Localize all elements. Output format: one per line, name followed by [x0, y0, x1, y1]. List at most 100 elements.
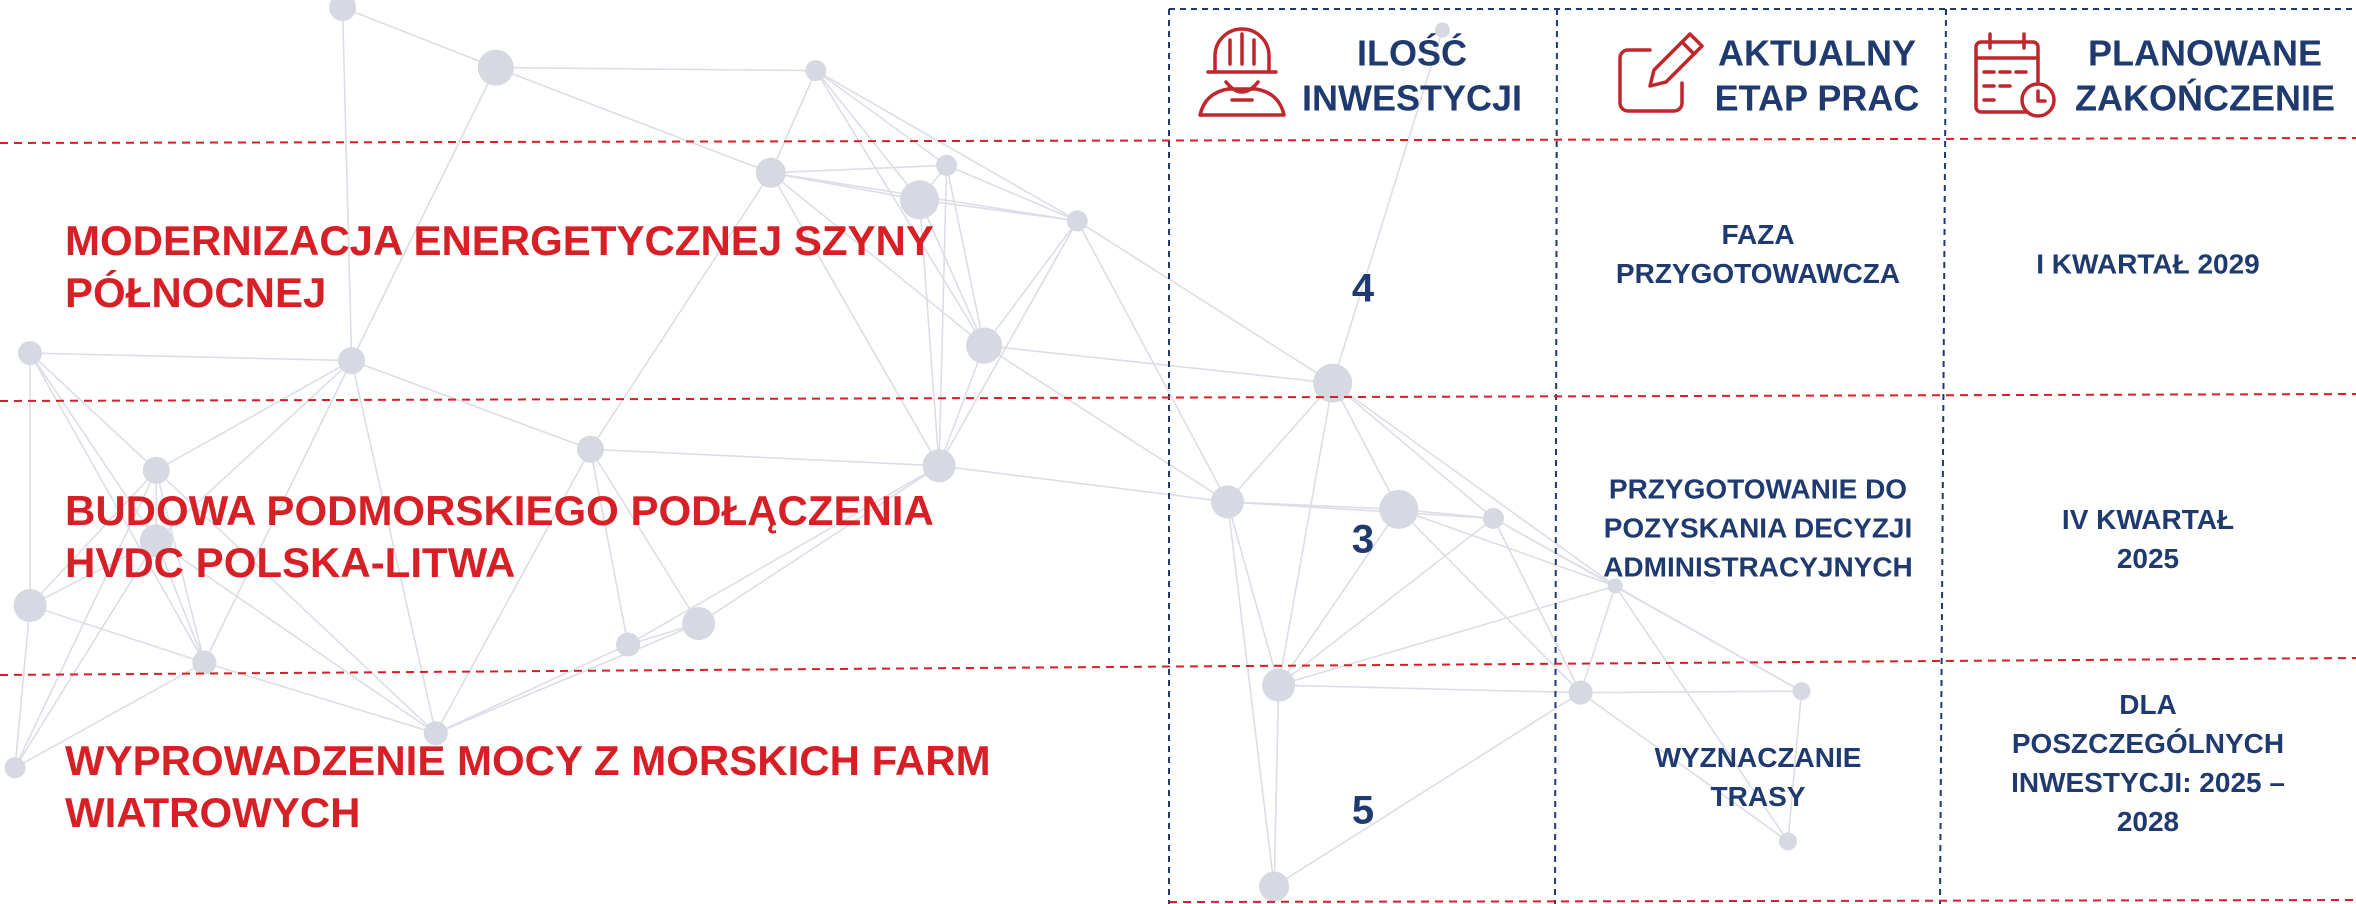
network-link [815, 69, 1078, 222]
network-link [1332, 382, 1616, 587]
network-link [1614, 585, 1802, 692]
planned-completion: POSZCZEGÓLNYCH [2012, 728, 2284, 759]
network-link [435, 622, 699, 734]
network-link [1226, 501, 1280, 686]
network-node [329, 0, 357, 22]
network-link [918, 199, 985, 346]
network-link [1076, 220, 1229, 503]
network-link [155, 359, 352, 471]
network-link [770, 172, 940, 467]
network-node [922, 449, 956, 483]
network-node [682, 607, 716, 641]
planned-completion: I KWARTAŁ 2029 [2036, 248, 2260, 279]
network-link [1614, 585, 1789, 842]
project-title: WIATROWYCH [65, 789, 361, 836]
network-node [423, 721, 448, 746]
work-stage: ADMINISTRACYJNYCH [1603, 551, 1913, 582]
column-header: INWESTYCJI [1302, 78, 1522, 119]
network-link [1278, 585, 1616, 686]
network-link [938, 220, 1078, 467]
network-link [938, 165, 948, 466]
investment-count: 4 [1352, 267, 1375, 311]
network-node [1313, 363, 1353, 403]
network-node [192, 650, 217, 675]
network-link [1273, 685, 1280, 887]
network-link [1579, 585, 1616, 693]
network-link [1227, 501, 1494, 520]
column-header: PLANOWANE [2088, 33, 2322, 74]
network-node [13, 588, 47, 623]
network-link [1580, 692, 1789, 843]
network-link [342, 6, 497, 69]
project-title: MODERNIZACJA ENERGETYCZNEJ SZYNY [65, 217, 934, 264]
network-link [155, 470, 206, 663]
network-link [770, 172, 985, 347]
network-node [1211, 485, 1245, 519]
network-link [435, 448, 592, 734]
column-header: ZAKOŃCZENIE [2075, 78, 2335, 119]
network-link [983, 344, 1228, 503]
network-link [1277, 382, 1334, 686]
planned-completion: 2025 [2117, 543, 2179, 574]
network-link [14, 661, 205, 769]
network-node [1434, 22, 1450, 38]
network-link [495, 66, 772, 174]
network-link [590, 448, 940, 467]
network-link [435, 643, 629, 734]
investment-count: 5 [1352, 789, 1374, 833]
planned-completion: INWESTYCJI: 2025 – [2011, 767, 2285, 798]
network-node [936, 154, 958, 176]
planned-completion: 2028 [2117, 806, 2179, 837]
network-link [14, 605, 31, 768]
network-link [155, 360, 353, 542]
network-link [1277, 508, 1400, 686]
network-link [770, 164, 947, 174]
network-link [1398, 508, 1582, 694]
network-node [1259, 871, 1290, 902]
network-node [899, 180, 940, 220]
network-link [815, 69, 948, 166]
grid-lines [0, 8, 2356, 904]
network-link [1332, 382, 1494, 519]
work-stage: FAZA [1721, 219, 1794, 250]
network-link [1787, 691, 1803, 842]
network-link [589, 448, 700, 624]
network-node [755, 157, 786, 188]
network-link [945, 165, 985, 346]
network-node [1262, 668, 1296, 702]
project-title: BUDOWA PODMORSKIEGO PODŁĄCZENIA [65, 487, 934, 534]
network-link [1580, 690, 1802, 694]
planned-completion: IV KWARTAŁ [2062, 504, 2234, 535]
network-link [589, 172, 772, 450]
network-link [589, 449, 629, 645]
investment-count: 3 [1352, 518, 1374, 562]
network-link [1492, 518, 1582, 694]
network-node [1379, 489, 1419, 529]
network-node [1778, 832, 1797, 851]
network-link [1226, 501, 1275, 887]
network-node [1482, 507, 1505, 529]
network-node [805, 60, 827, 82]
network-link [1076, 220, 1334, 384]
work-stage: PRZYGOTOWANIE DO [1609, 473, 1907, 504]
network-link [984, 344, 1333, 384]
network-link [29, 469, 157, 607]
network-link [350, 67, 497, 361]
column-header: AKTUALNY [1718, 33, 1916, 74]
network-link [983, 220, 1078, 347]
network-link [938, 464, 1228, 503]
network-background [4, 0, 1811, 902]
network-link [14, 540, 157, 769]
network-link [155, 469, 437, 734]
network-link [815, 70, 921, 201]
network-node [477, 49, 514, 86]
network-link [770, 70, 817, 174]
icon-edit [1618, 32, 1704, 113]
network-link [1398, 508, 1616, 587]
network-link [1226, 382, 1334, 503]
network-node [1607, 578, 1623, 594]
network-link [29, 352, 157, 542]
network-node [1568, 680, 1593, 705]
